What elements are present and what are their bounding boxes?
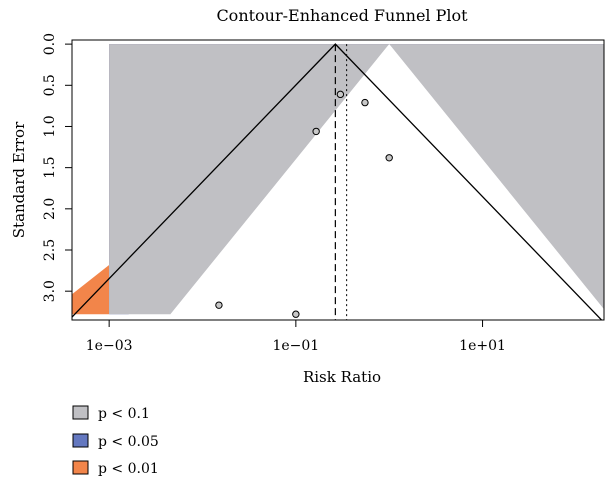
study-point-5 [361, 98, 369, 107]
study-point-2 [292, 310, 300, 318]
x-tick-label-1: 1e−03 [86, 338, 133, 354]
legend-label-p01: p < 0.1 [98, 406, 150, 422]
x-tick-label-3: 1e+01 [459, 338, 506, 354]
legend-swatch-p001 [72, 460, 89, 475]
y-tick-label-4: 1.5 [42, 157, 58, 179]
significance-contours [72, 44, 604, 315]
y-axis-label: Standard Error [10, 121, 28, 238]
legend-swatch-p01 [72, 405, 89, 420]
funnel-lines [72, 43, 603, 320]
chart-title: Contour-Enhanced Funnel Plot [216, 6, 468, 25]
legend-swatch-p005 [72, 433, 89, 448]
plot-frame [71, 39, 605, 321]
legend-label-p001: p < 0.01 [98, 461, 159, 477]
contour-p01-right [389, 44, 604, 310]
legend: p < 0.1 p < 0.05 p < 0.01 [72, 405, 159, 477]
axes: 1e−03 1e−01 1e+01 0.0 0.5 1.0 1.5 2.0 2.5 3.0 [42, 33, 506, 354]
y-tick-label-7: 3.0 [42, 280, 58, 302]
study-point-3 [312, 127, 320, 136]
x-axis-label: Risk Ratio [303, 368, 381, 386]
funnel-interior [170, 44, 604, 315]
y-tick-label-2: 0.5 [42, 74, 58, 96]
y-tick-label-1: 0.0 [42, 33, 58, 55]
study-point-1 [215, 301, 223, 309]
study-point-6 [385, 154, 393, 162]
x-tick-label-2: 1e−01 [272, 338, 319, 354]
legend-label-p005: p < 0.05 [98, 434, 159, 450]
contour-p01-left [109, 44, 390, 315]
y-tick-label-6: 2.5 [42, 239, 58, 261]
study-point-4 [336, 90, 345, 99]
y-tick-label-5: 2.0 [42, 198, 58, 220]
study-points [215, 90, 393, 318]
y-tick-label-3: 1.0 [42, 115, 58, 137]
